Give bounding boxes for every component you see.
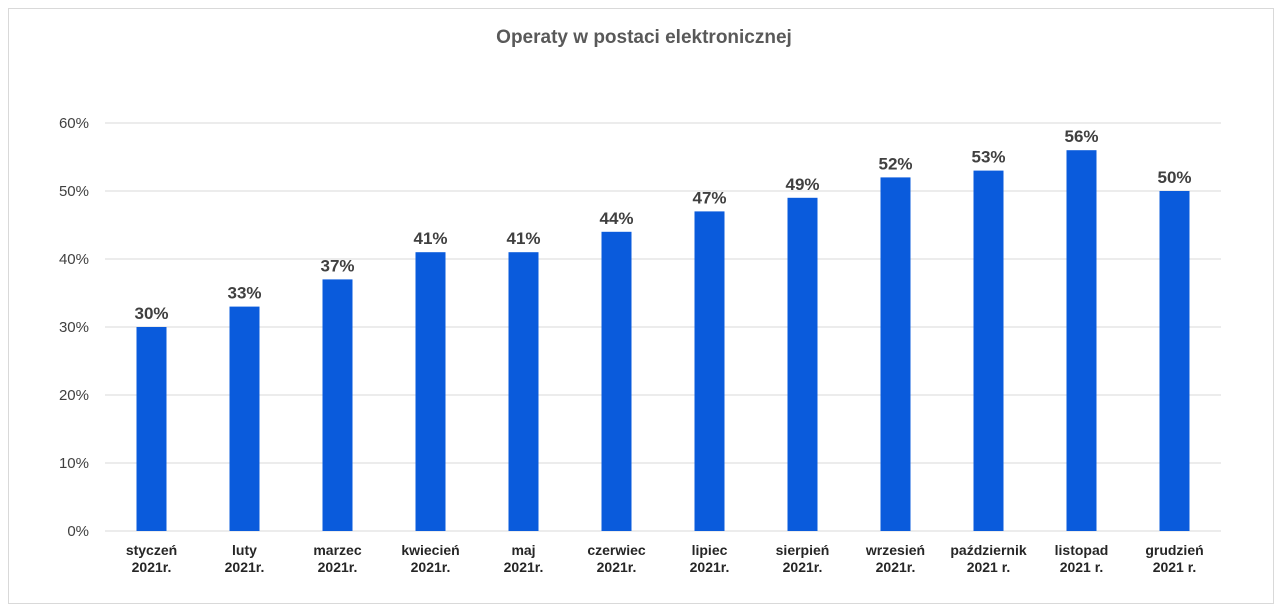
bar — [880, 177, 911, 531]
x-tick-label: czerwiec 2021r. — [587, 542, 646, 575]
bar — [973, 170, 1004, 531]
x-tick-label-line: wrzesień — [865, 542, 925, 558]
data-label: 50% — [1157, 168, 1191, 187]
y-tick-label: 50% — [59, 183, 89, 200]
data-label: 49% — [785, 175, 819, 194]
data-label: 47% — [692, 188, 726, 207]
chart-title: Operaty w postaci elektronicznej — [496, 27, 792, 48]
bar — [322, 279, 353, 531]
x-tick-label-line: maj — [511, 542, 535, 558]
bar — [229, 306, 260, 531]
x-tick-label: lipiec 2021r. — [690, 542, 730, 575]
x-tick-label-line: 2021r. — [783, 559, 823, 575]
x-tick-label: październik 2021 r. — [950, 542, 1026, 575]
x-tick-label: sierpień 2021r. — [776, 542, 830, 575]
data-label: 53% — [971, 148, 1005, 167]
x-tick-label-line: kwiecień — [401, 542, 459, 558]
x-tick-label-line: 2021 r. — [1153, 559, 1197, 575]
x-axis-ticks: styczeń 2021r.luty 2021r.marzec 2021r.kwiec… — [126, 542, 1204, 575]
bar — [1159, 191, 1190, 531]
x-tick-label-line: 2021 r. — [1060, 559, 1104, 575]
data-labels: 30% 33% 37% 41% 41% 44% 47% 49% 52% 53% 56% 50% — [134, 127, 1191, 323]
x-tick-label: kwiecień 2021r. — [401, 542, 459, 575]
x-tick-label: styczeń 2021r. — [126, 542, 177, 575]
chart-frame: Operaty w postaci elektronicznej 0% 10% 20… — [8, 8, 1274, 604]
x-tick-label-line: grudzień — [1145, 542, 1203, 558]
x-tick-label-line: 2021 r. — [967, 559, 1011, 575]
x-tick-label: wrzesień 2021r. — [865, 542, 925, 575]
x-tick-label: luty 2021r. — [225, 542, 265, 575]
y-tick-label: 40% — [59, 251, 89, 268]
x-tick-label-line: 2021r. — [132, 559, 172, 575]
x-tick-label-line: 2021r. — [411, 559, 451, 575]
x-tick-label: grudzień 2021 r. — [1145, 542, 1203, 575]
bar — [601, 231, 632, 532]
x-tick-label-line: październik — [950, 542, 1026, 558]
y-tick-label: 60% — [59, 115, 89, 132]
x-tick-label-line: luty — [232, 542, 257, 558]
y-tick-label: 10% — [59, 455, 89, 472]
bar — [694, 211, 725, 531]
data-label: 52% — [878, 154, 912, 173]
bar-chart: Operaty w postaci elektronicznej 0% 10% 20… — [59, 27, 1221, 575]
x-tick-label-line: marzec — [313, 542, 361, 558]
x-tick-label-line: 2021r. — [504, 559, 544, 575]
bar — [415, 252, 446, 531]
bar — [1066, 150, 1097, 531]
x-tick-label: marzec 2021r. — [313, 542, 361, 575]
bar — [787, 197, 818, 532]
data-label: 41% — [506, 229, 540, 248]
data-label: 30% — [134, 304, 168, 323]
x-tick-label-line: 2021r. — [318, 559, 358, 575]
data-label: 41% — [413, 229, 447, 248]
y-tick-label: 0% — [67, 523, 89, 540]
x-tick-label-line: 2021r. — [690, 559, 730, 575]
x-tick-label-line: 2021r. — [597, 559, 637, 575]
bar — [508, 252, 539, 531]
data-label: 56% — [1064, 127, 1098, 146]
bars — [136, 150, 1190, 532]
x-tick-label-line: czerwiec — [587, 542, 646, 558]
data-label: 37% — [320, 256, 354, 275]
data-label: 44% — [599, 209, 633, 228]
x-tick-label-line: styczeń — [126, 542, 177, 558]
x-tick-label-line: lipiec — [692, 542, 728, 558]
y-tick-label: 20% — [59, 387, 89, 404]
bar — [136, 327, 167, 531]
data-label: 33% — [227, 284, 261, 303]
y-tick-label: 30% — [59, 319, 89, 336]
x-tick-label-line: sierpień — [776, 542, 830, 558]
y-axis-ticks: 0% 10% 20% 30% 40% 50% 60% — [59, 115, 89, 540]
x-tick-label-line: listopad — [1055, 542, 1109, 558]
x-tick-label: maj 2021r. — [504, 542, 544, 575]
x-tick-label-line: 2021r. — [225, 559, 265, 575]
x-tick-label: listopad 2021 r. — [1055, 542, 1109, 575]
x-tick-label-line: 2021r. — [876, 559, 916, 575]
gridlines — [105, 122, 1221, 532]
